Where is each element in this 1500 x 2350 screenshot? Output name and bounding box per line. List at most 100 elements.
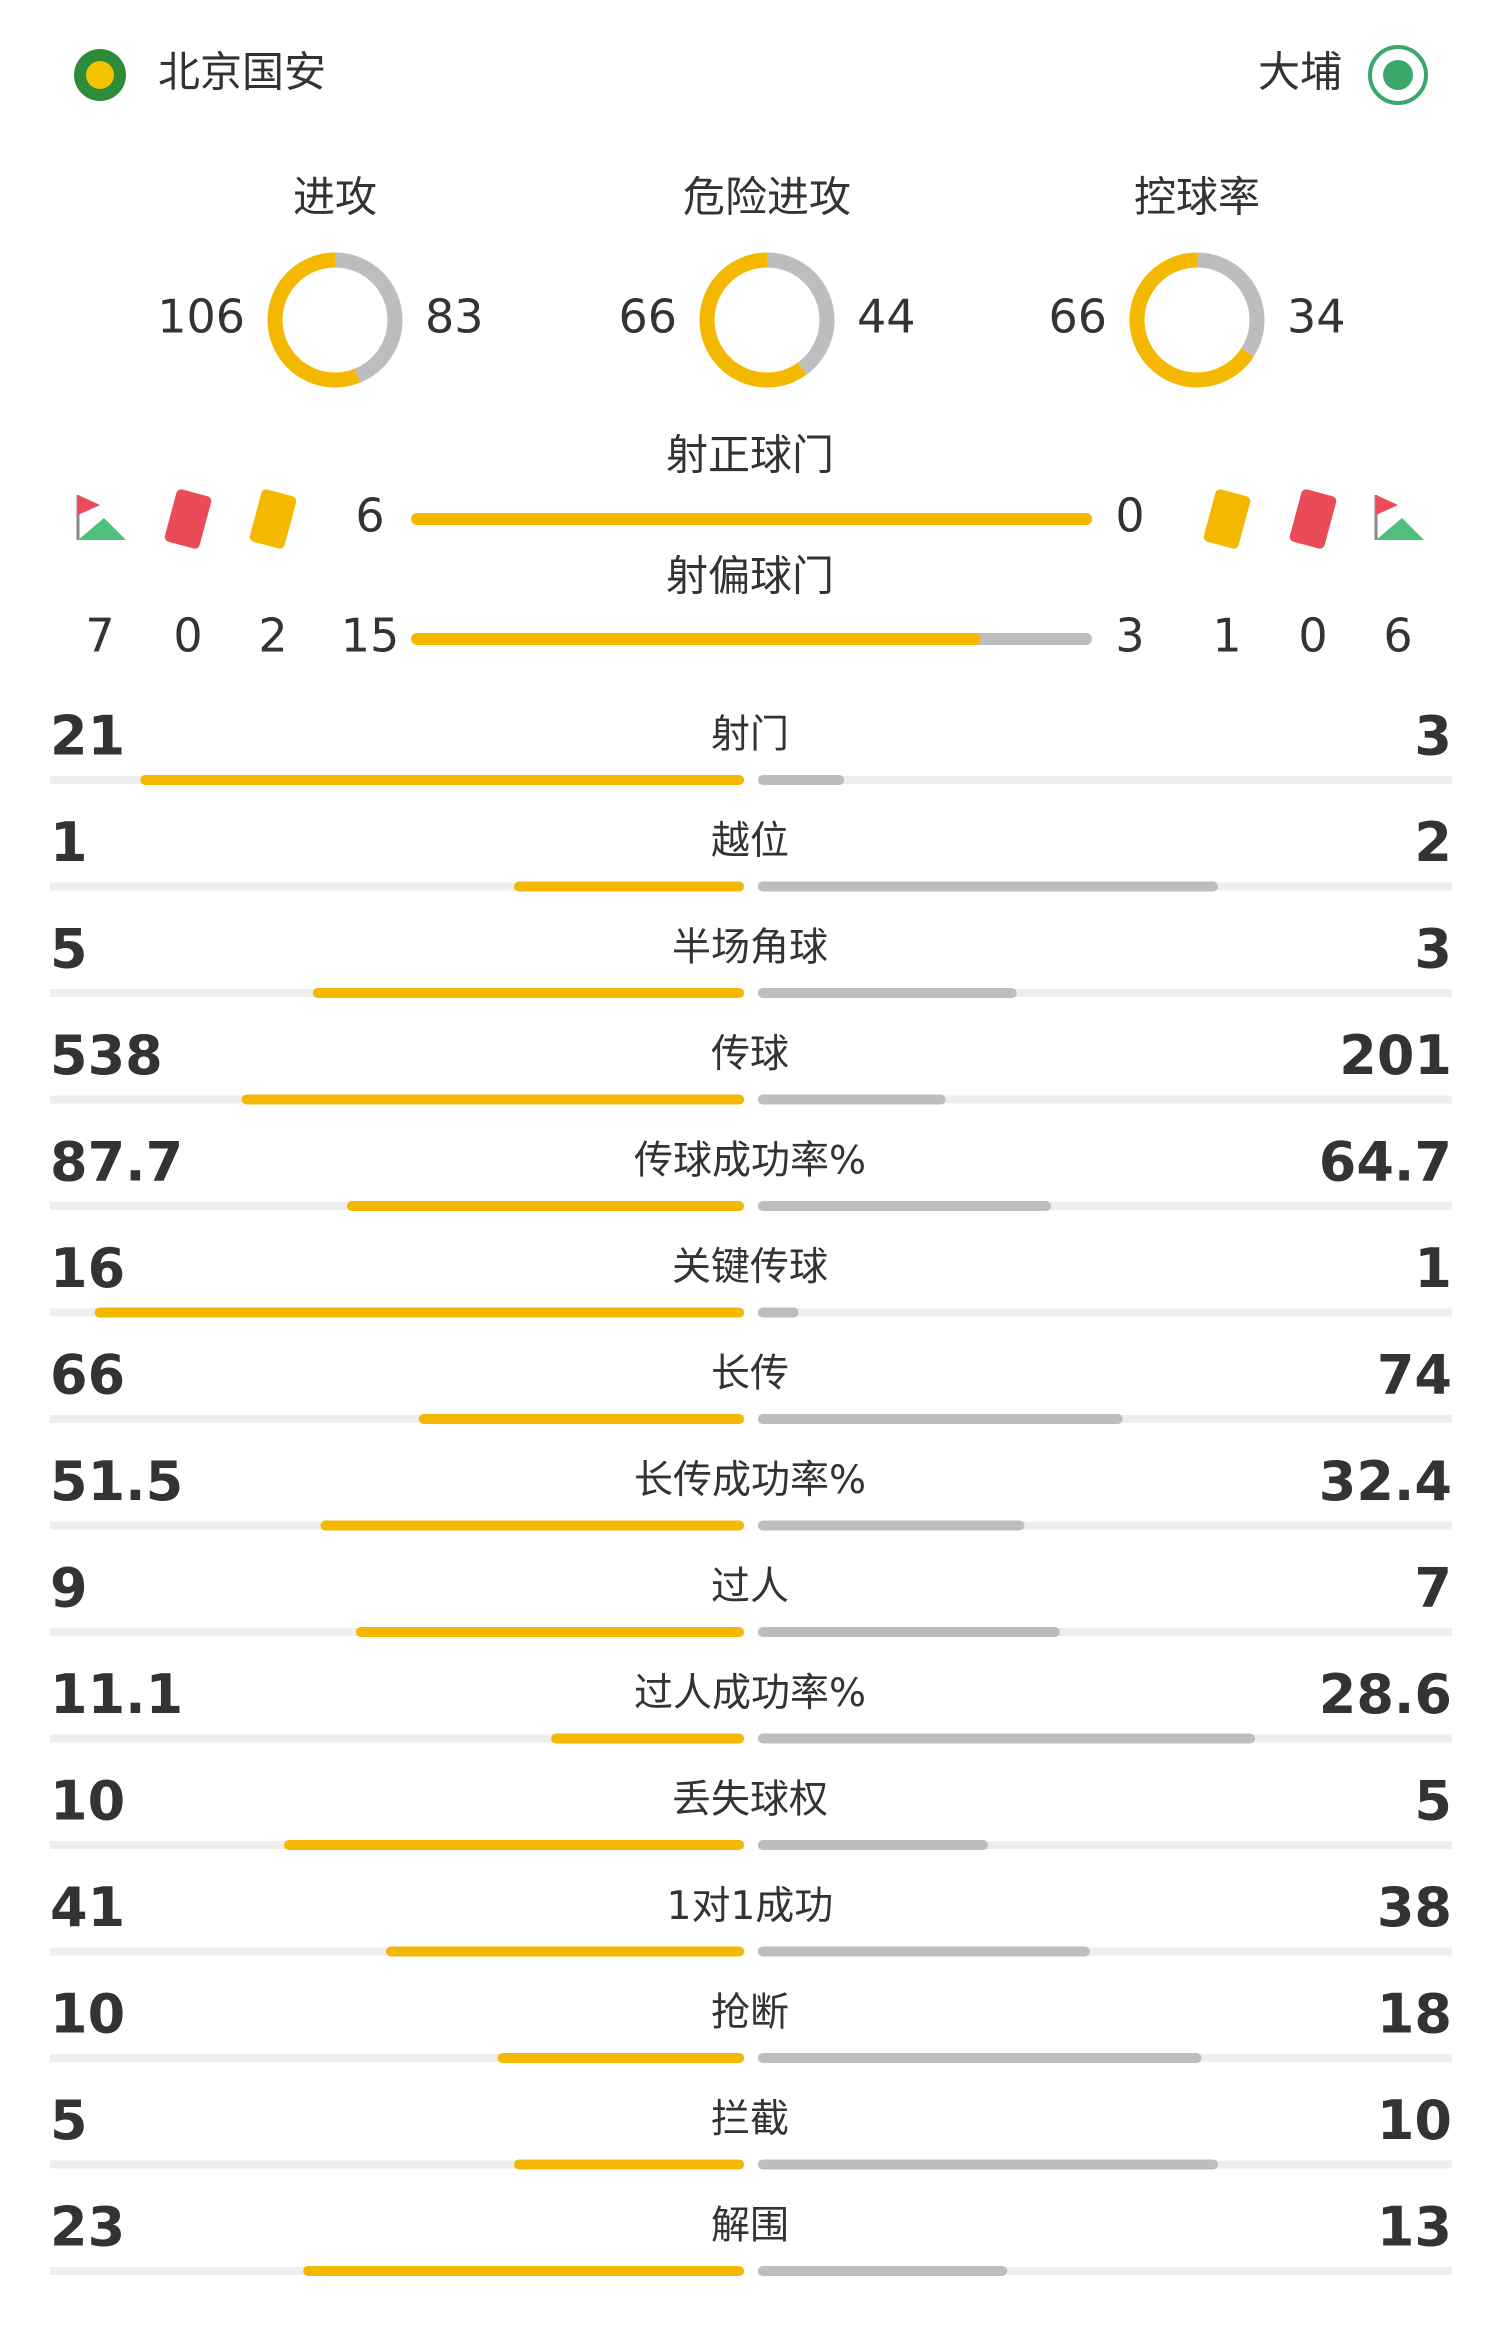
away-value: 64.7	[1319, 1131, 1452, 1194]
home-value: 16	[50, 1237, 125, 1300]
home-arc	[267, 252, 403, 388]
home-value: 11.1	[50, 1663, 183, 1726]
home-value: 538	[50, 1024, 163, 1087]
shot-label: 射正球门	[666, 431, 834, 480]
stat-label: 越位	[711, 819, 789, 864]
away-value: 7	[1414, 1557, 1452, 1620]
away-value: 1	[1414, 1237, 1452, 1300]
away-bar	[758, 1627, 1060, 1637]
stat-label: 过人	[711, 1565, 789, 1610]
away-bar	[758, 881, 1218, 892]
stat-label: 长传	[711, 1352, 789, 1397]
stat-label: 解围	[711, 2204, 789, 2249]
track	[50, 882, 744, 891]
home-bar	[94, 1307, 744, 1318]
stat-label: 半场角球	[672, 926, 828, 971]
home-bar	[385, 1946, 744, 1957]
home-value: 1	[50, 811, 88, 874]
home-value: 66	[50, 1344, 125, 1407]
home-value: 10	[50, 1983, 125, 2046]
card-count: 0	[173, 609, 202, 663]
corner-flag	[78, 495, 100, 515]
donut-label: 控球率	[1134, 173, 1260, 222]
home-value: 9	[50, 1557, 88, 1620]
card	[1203, 489, 1251, 549]
away-bar	[758, 988, 1017, 998]
stat-label: 拦截	[711, 2097, 789, 2142]
away-bar	[758, 2266, 1008, 2276]
home-value: 66	[1048, 290, 1107, 344]
home-value: 51.5	[50, 1450, 183, 1513]
away-bar	[758, 1307, 799, 1318]
away-bar	[758, 2159, 1218, 2170]
away-value: 38	[1377, 1876, 1452, 1939]
track	[50, 1734, 744, 1743]
away-bar	[758, 1733, 1256, 1744]
home-value: 15	[341, 609, 400, 663]
stat-label: 过人成功率%	[634, 1671, 866, 1716]
stat-label: 传球	[711, 1032, 789, 1077]
shot-label: 射偏球门	[666, 552, 834, 601]
track	[50, 1415, 744, 1423]
home-bar	[514, 2159, 744, 2170]
corner-flag	[1376, 495, 1398, 515]
donut-label: 进攻	[293, 173, 377, 222]
away-value: 32.4	[1319, 1450, 1452, 1513]
track	[758, 1202, 1452, 1210]
stat-label: 射门	[711, 713, 789, 758]
away-team: 大埔	[1258, 48, 1342, 97]
away-logo-inner	[1383, 60, 1413, 90]
away-value: 74	[1377, 1344, 1452, 1407]
home-bar	[303, 2266, 744, 2276]
card-count: 6	[1383, 609, 1412, 663]
away-value: 13	[1377, 2196, 1452, 2259]
home-bar	[284, 1840, 744, 1850]
home-bar	[312, 988, 744, 998]
home-bar	[551, 1733, 744, 1744]
home-bar	[320, 1520, 744, 1531]
away-value: 44	[857, 290, 916, 344]
home-bar	[514, 881, 744, 892]
track	[758, 2267, 1452, 2275]
away-value: 28.6	[1319, 1663, 1452, 1726]
away-bar	[758, 775, 845, 785]
donut-label: 危险进攻	[683, 173, 851, 222]
away-value: 3	[1414, 918, 1452, 981]
track	[50, 2054, 744, 2062]
home-logo-inner	[86, 61, 114, 89]
away-value: 3	[1115, 609, 1144, 663]
away-bar	[758, 1520, 1025, 1531]
home-bar	[418, 1414, 744, 1424]
track	[758, 1521, 1452, 1530]
home-arc	[1129, 252, 1265, 388]
track	[758, 1095, 1452, 1104]
home-value: 41	[50, 1876, 125, 1939]
home-bar	[497, 2053, 744, 2063]
away-bar	[758, 2053, 1202, 2063]
home-value: 66	[618, 290, 677, 344]
away-value: 0	[1115, 489, 1144, 543]
home-value: 5	[50, 918, 88, 981]
away-value: 5	[1414, 1770, 1452, 1833]
away-value: 10	[1377, 2089, 1452, 2152]
track	[758, 776, 1452, 784]
corner-field	[1376, 518, 1424, 540]
card	[164, 489, 212, 549]
home-bar	[355, 1627, 744, 1637]
home-bar	[241, 1094, 744, 1105]
away-value: 34	[1287, 290, 1346, 344]
track	[758, 989, 1452, 997]
away-bar	[758, 1946, 1090, 1957]
home-bar	[140, 775, 744, 785]
home-value: 21	[50, 705, 125, 768]
stat-label: 长传成功率%	[634, 1458, 866, 1503]
track	[758, 1308, 1452, 1317]
track	[758, 1628, 1452, 1636]
card-count: 0	[1298, 609, 1327, 663]
track	[758, 1841, 1452, 1849]
card-count: 7	[85, 609, 114, 663]
away-value: 201	[1339, 1024, 1452, 1087]
away-value: 18	[1377, 1983, 1452, 2046]
away-bar	[758, 1201, 1051, 1211]
